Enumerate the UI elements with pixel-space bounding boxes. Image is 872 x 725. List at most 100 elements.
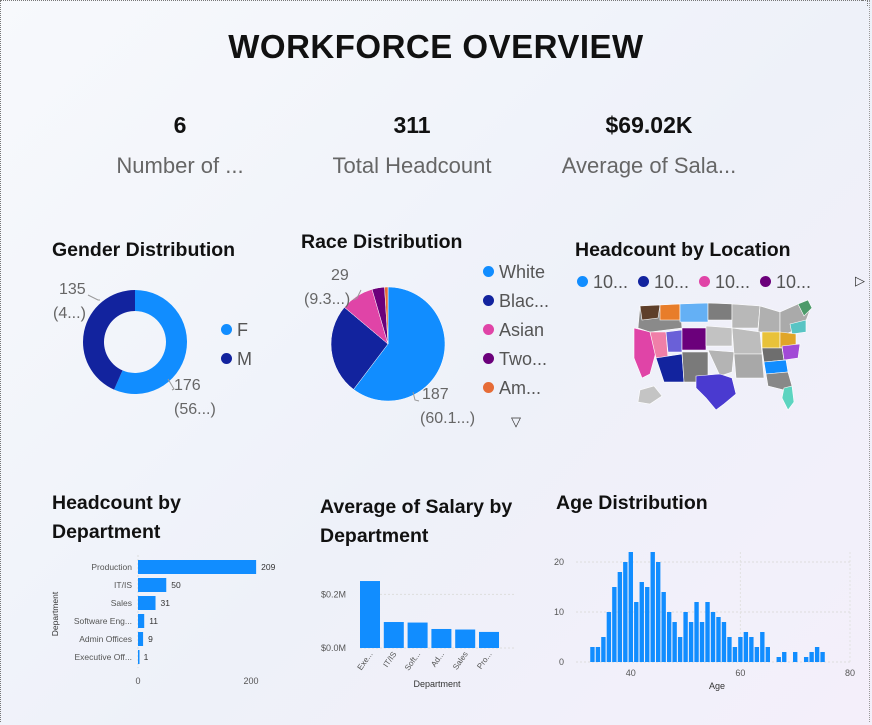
legend-dot (577, 276, 588, 287)
race-pie-chart[interactable]: 187 (60.1...) 29 (9.3...) (295, 262, 485, 432)
data-label: 1 (144, 652, 149, 662)
bar-38 (814, 647, 820, 662)
kpi-label: Number of ... (116, 153, 244, 178)
bar-3 (606, 612, 612, 662)
bar-10 (645, 587, 650, 662)
legend-dot (483, 266, 494, 277)
legend-label: Blac... (499, 291, 550, 311)
bar-0 (590, 647, 595, 662)
y-tick-label: 20 (554, 557, 564, 567)
pie-slice-white (353, 286, 446, 402)
bar-0 (360, 581, 380, 648)
bar-26 (732, 647, 738, 662)
salary-chart-title: Average of Salary by Department (320, 496, 513, 547)
location-chart-title: Headcount by Location (575, 239, 791, 261)
legend-dot (221, 324, 232, 335)
kpi-value: $69.02K (605, 112, 693, 138)
category-label: Sales (111, 598, 132, 608)
us-map[interactable] (620, 298, 820, 418)
bar-12 (656, 562, 661, 662)
dept-headcount-chart[interactable]: Production 209 IT/IS 50 Sales 31 Software Eng.… (40, 550, 290, 690)
pie-slice-black (330, 306, 389, 390)
race-legend-item[interactable]: Two... (483, 349, 547, 370)
location-legend-item[interactable]: 10... (699, 272, 750, 293)
y-axis-label: Department (50, 591, 60, 636)
legend-next-icon[interactable]: ▷ (855, 273, 865, 288)
location-legend-item[interactable]: 10... (577, 272, 628, 293)
bar-33 (776, 657, 781, 662)
state-region (763, 359, 789, 375)
category-label: Sales (451, 650, 470, 672)
legend-label: 10... (593, 272, 629, 292)
x-axis-label: Department (413, 679, 461, 689)
bar-7 (628, 552, 633, 662)
bar-23 (716, 617, 721, 662)
race-legend-item[interactable]: White (483, 262, 545, 283)
leader-line (87, 294, 100, 301)
category-label: Production (91, 562, 132, 572)
legend-dot (483, 324, 494, 335)
category-label: IT/IS (381, 650, 398, 669)
legend-dot (483, 295, 494, 306)
slice-pct-label: (9.3...) (304, 291, 350, 308)
slice-pct-label: (60.1...) (420, 410, 475, 427)
race-legend-item[interactable]: Am... (483, 378, 541, 399)
x-tick-label: 40 (626, 668, 636, 678)
kpi-label: Average of Sala... (561, 153, 737, 178)
legend-dot (221, 353, 232, 364)
legend-label: Two... (499, 349, 548, 369)
category-label: Exe... (356, 650, 375, 672)
x-tick-label: 200 (244, 676, 259, 686)
bar-11 (650, 552, 655, 662)
age-histogram[interactable]: 0 10 20 40 60 80 Age (550, 540, 870, 695)
bar-24 (721, 622, 727, 662)
bar-37 (809, 652, 814, 662)
leader-line (352, 289, 362, 301)
legend-label: Asian (499, 320, 545, 340)
age-chart-title: Age Distribution (556, 492, 708, 514)
state-region (695, 373, 737, 411)
bar-8 (634, 602, 639, 662)
bar-35 (793, 652, 798, 662)
frame-corner (862, 0, 868, 6)
data-label: 9 (148, 634, 153, 644)
gender-legend-m[interactable]: M (221, 349, 252, 370)
data-label: 209 (261, 562, 275, 572)
state-region (789, 319, 807, 335)
kpi-card-salary[interactable]: $69.02K Average of Sala... (534, 112, 764, 179)
slice-label: 187 (422, 386, 449, 403)
race-legend-item[interactable]: Blac... (483, 291, 549, 312)
race-legend-item[interactable]: Asian (483, 320, 544, 341)
x-tick-label: 0 (135, 676, 140, 686)
data-label: 11 (149, 616, 158, 626)
bar-2 (601, 637, 606, 662)
location-legend-item[interactable]: 10... (638, 272, 689, 293)
state-region (707, 349, 735, 377)
category-label: Executive Off... (75, 652, 132, 662)
y-tick-label: 0 (559, 657, 564, 667)
leader-line (412, 391, 420, 402)
bar-34 (782, 652, 787, 662)
legend-scroll-down-icon[interactable]: ▽ (511, 414, 521, 429)
bar-16 (677, 637, 683, 662)
state-region (659, 303, 681, 321)
kpi-value: 6 (173, 112, 187, 138)
donut-slice-f (114, 290, 188, 394)
kpi-label: Total Headcount (332, 153, 492, 178)
gender-legend-f[interactable]: F (221, 320, 248, 341)
bar-3 (431, 628, 452, 648)
gender-donut-chart[interactable]: 176 (56...) 135 (4...) (40, 270, 280, 430)
bar-25 (727, 637, 732, 662)
y-tick-label: $0.0M (321, 643, 346, 653)
salary-by-dept-chart[interactable]: $0.0M $0.2M Exe... IT/IS Soft... Ad... Sales Pr… (310, 555, 530, 695)
category-label: IT/IS (114, 580, 132, 590)
kpi-card-headcount[interactable]: 311 Total Headcount (297, 112, 527, 179)
dept-headcount-title: Headcount by Department (52, 492, 181, 543)
kpi-card-departments[interactable]: 6 Number of ... (65, 112, 295, 179)
location-legend-item[interactable]: 10... (760, 272, 811, 293)
bar-28 (743, 632, 749, 662)
category-label: Pro... (475, 650, 493, 671)
state-region (665, 329, 683, 353)
state-region (655, 353, 685, 383)
